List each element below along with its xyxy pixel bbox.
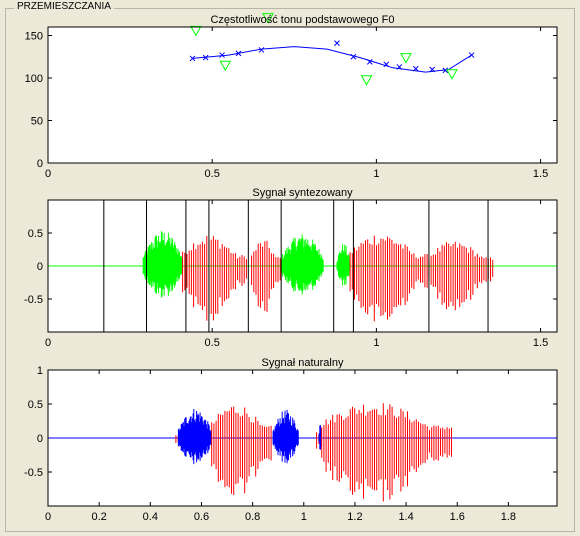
x-tick-label: 0.8 xyxy=(245,511,260,523)
f0-x-marker xyxy=(202,54,209,61)
f0-x-marker xyxy=(258,47,265,53)
plot-frame xyxy=(47,199,558,333)
group-title: PRZEMIESZCZANIA xyxy=(14,1,114,12)
voiced-segment xyxy=(321,403,452,502)
y-tick-label: 0 xyxy=(37,433,43,445)
x-tick-label: 1.8 xyxy=(501,511,516,523)
group-box xyxy=(5,8,575,532)
f0-x-marker xyxy=(429,66,436,73)
y-tick-label: 0.5 xyxy=(28,228,43,240)
y-tick-label: -0.5 xyxy=(24,294,43,306)
voiced-segment xyxy=(211,406,272,495)
f0-curve xyxy=(192,46,472,73)
f0-triangle-marker xyxy=(262,13,274,24)
f0-x-marker xyxy=(219,52,225,58)
voiced-segment xyxy=(182,236,247,321)
unvoiced-segment xyxy=(272,409,299,464)
x-tick-label: 1.2 xyxy=(347,511,362,523)
plot-2 xyxy=(47,199,558,333)
x-tick-label: 0 xyxy=(45,337,51,349)
x-tick-label: 0.5 xyxy=(205,168,220,180)
f0-x-marker xyxy=(334,40,340,47)
voiced-segment xyxy=(251,240,281,312)
f0-x-marker xyxy=(350,53,357,60)
f0-triangle-marker xyxy=(219,60,232,72)
plot-title: Sygnał naturalny xyxy=(262,357,344,369)
y-tick-label: 50 xyxy=(31,116,43,128)
f0-triangle-marker xyxy=(400,53,412,64)
f0-x-marker xyxy=(235,50,242,57)
unvoiced-segment xyxy=(318,425,322,450)
y-tick-label: -0.5 xyxy=(24,467,43,479)
x-tick-label: 0.6 xyxy=(194,511,209,523)
plot-title: Sygnał syntezowany xyxy=(252,187,353,199)
f0-x-marker xyxy=(412,65,419,72)
unvoiced-segment xyxy=(336,244,351,286)
x-tick-label: 1.4 xyxy=(398,511,413,523)
x-tick-label: 0 xyxy=(45,168,51,180)
voiced-segment xyxy=(349,235,428,322)
x-tick-label: 1.6 xyxy=(450,511,465,523)
f0-x-marker xyxy=(366,58,373,65)
plot-1 xyxy=(47,13,558,164)
f0-x-marker xyxy=(442,67,449,74)
plot-frame xyxy=(47,26,558,164)
plot-3 xyxy=(47,369,558,507)
f0-x-marker xyxy=(189,55,196,62)
x-tick-label: 0.4 xyxy=(143,511,158,523)
f0-x-marker xyxy=(396,64,403,70)
x-tick-label: 1.5 xyxy=(533,337,548,349)
y-tick-label: 100 xyxy=(25,73,43,85)
x-tick-label: 1.5 xyxy=(533,168,548,180)
y-tick-label: 150 xyxy=(25,31,43,43)
plot-title: Częstotliwość tonu podstawowego F0 xyxy=(210,14,394,26)
y-tick-label: 1 xyxy=(37,365,43,377)
plot-frame xyxy=(47,369,558,507)
x-tick-label: 1 xyxy=(373,337,379,349)
f0-triangle-marker xyxy=(189,25,202,37)
f0-triangle-marker xyxy=(446,69,458,80)
x-tick-label: 1 xyxy=(301,511,307,523)
x-tick-label: 0.2 xyxy=(92,511,107,523)
f0-x-marker xyxy=(383,61,390,68)
y-tick-label: 0.5 xyxy=(28,399,43,411)
f0-triangle-marker xyxy=(360,75,373,86)
unvoiced-segment xyxy=(142,231,183,298)
x-tick-label: 1 xyxy=(373,168,379,180)
y-tick-label: 0 xyxy=(37,158,43,170)
y-tick-label: 0 xyxy=(37,261,43,273)
plot-area xyxy=(48,27,557,163)
x-tick-label: 0.5 xyxy=(205,337,220,349)
f0-x-marker xyxy=(468,52,475,58)
unvoiced-segment xyxy=(177,409,212,465)
x-tick-label: 0 xyxy=(45,511,51,523)
